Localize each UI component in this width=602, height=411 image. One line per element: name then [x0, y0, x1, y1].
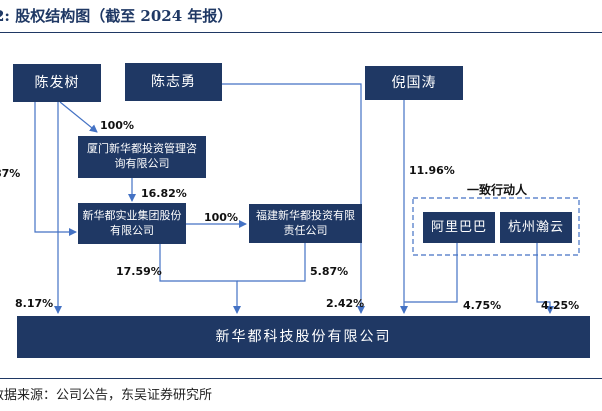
bottom-divider	[0, 378, 602, 379]
shareholder-ni-guotao: 倪国涛	[365, 66, 463, 100]
figure-title: 2: 股权结构图（截至 2024 年报）	[0, 7, 233, 25]
line-group-to-company	[159, 244, 241, 314]
line-alibaba-to-company	[404, 243, 458, 303]
shareholder-hangzhou-hanyun-label: 杭州瀚云	[507, 219, 564, 235]
entity-group: 新华都实业集团股份有限公司	[78, 203, 186, 244]
pct-xiamen-to-group: 16.82%	[141, 187, 187, 200]
entity-xiamen-mgmt: 厦门新华都投资管理咨询有限公司	[78, 136, 206, 178]
pct-fujian-to-company: 5.87%	[310, 265, 349, 278]
shareholder-alibaba-label: 阿里巴巴	[430, 219, 487, 235]
pct-group-to-company: 17.59%	[116, 265, 162, 278]
entity-xiamen-mgmt-label: 厦门新华都投资管理咨询有限公司	[87, 142, 197, 170]
line-fashu-to-xiamen	[59, 101, 98, 133]
shareholder-chen-fashu-label: 陈发树	[34, 74, 80, 91]
pct-zhiyong-to-company: 2.42%	[326, 297, 365, 310]
target-company: 新华都科技股份有限公司	[17, 316, 590, 358]
target-company-label: 新华都科技股份有限公司	[215, 328, 392, 345]
shareholder-ni-guotao-label: 倪国涛	[391, 74, 437, 91]
shareholder-chen-fashu: 陈发树	[13, 64, 101, 102]
line-hanyun-to-company	[536, 243, 554, 314]
line-fujian-to-company	[237, 243, 306, 282]
shareholder-alibaba: 阿里巴巴	[423, 212, 495, 243]
concert-party-label: 一致行动人	[467, 183, 528, 197]
entity-fujian-invest-label: 福建新华都投资有限责任公司	[256, 208, 355, 237]
pct-fashu-to-group: 87%	[0, 167, 21, 180]
line-zhiyong-to-company	[222, 83, 365, 314]
title-divider	[0, 32, 602, 33]
source-note: 数据来源：公司公告，东吴证券研究所	[0, 388, 213, 403]
concert-party-group-frame	[412, 197, 580, 256]
pct-fashu-to-xiamen: 100%	[100, 119, 134, 132]
pct-hanyun-to-company: 4.25%	[541, 299, 580, 312]
line-fashu-to-group	[34, 102, 77, 236]
shareholder-chen-zhiyong-label: 陈志勇	[151, 73, 196, 90]
pct-group-to-fujian: 100%	[204, 211, 238, 224]
entity-group-label: 新华都实业集团股份有限公司	[82, 208, 182, 237]
pct-guotao-to-company: 11.96%	[409, 164, 455, 177]
shareholder-hangzhou-hanyun: 杭州瀚云	[500, 212, 572, 243]
pct-fashu-to-company: 8.17%	[15, 297, 54, 310]
pct-alibaba-to-company: 4.75%	[463, 299, 502, 312]
entity-fujian-invest: 福建新华都投资有限责任公司	[249, 204, 362, 243]
shareholder-chen-zhiyong: 陈志勇	[125, 63, 222, 101]
